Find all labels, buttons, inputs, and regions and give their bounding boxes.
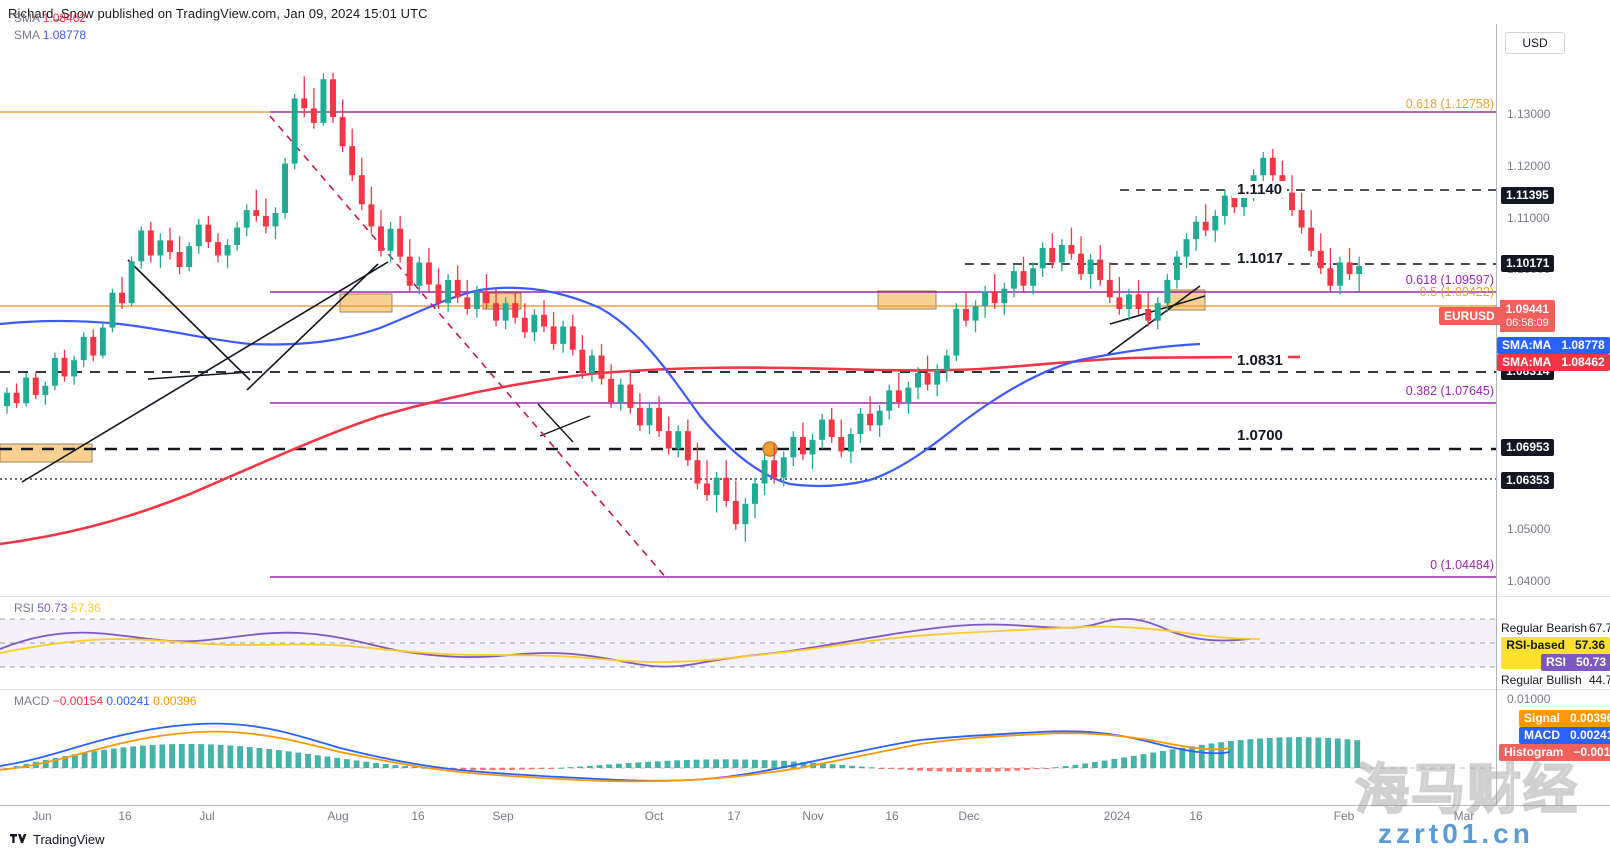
time-tick: Feb [1333,809,1355,823]
time-tick: 16 [118,809,132,823]
price-tag[interactable]: 1.11395 [1501,187,1554,204]
footer: TradingView [10,832,105,847]
macd-pane[interactable] [0,689,1496,804]
sma-ma-label: SMA:MA [1497,337,1557,354]
price-level-label: 1.0700 [1232,427,1288,444]
price-tick: 1.13000 [1507,107,1551,121]
legend-sma-blue: SMA 1.08778 [14,28,87,42]
price-tag[interactable]: 1.10171 [1501,255,1555,272]
rsi-bullish-value: 44.72 [1589,673,1610,687]
attribution-text: Richard_Snow published on TradingView.co… [8,6,428,21]
price-legend: SMA 1.08462 SMA 1.08778 [14,10,86,44]
time-tick: 2024 [1103,809,1131,823]
macd-value: 0.00241 [1565,727,1610,744]
sma-ma-value: 1.08778 [1556,337,1610,354]
rsi-legend: RSI 50.73 57.36 [14,601,101,615]
price-pane[interactable] [0,24,1496,594]
time-tick: Nov [802,809,824,823]
footer-brand: TradingView [33,832,105,847]
time-tick: Jun [32,809,52,823]
rsi-divergence-bullish: Regular Bullish 44.72 [1497,672,1610,688]
price-level-label: 1.1140 [1232,181,1288,198]
legend-sma-red: SMA 1.08462 [14,11,87,25]
signal-label: Signal [1519,710,1566,727]
macd-axis-tick: 0.01000 [1507,692,1551,706]
price-plot [0,72,1496,581]
time-tick: Dec [958,809,980,823]
price-tag[interactable]: 1.06953 [1501,439,1555,456]
time-tick: Oct [644,809,664,823]
time-tick: Aug [327,809,349,823]
time-tick: 17 [727,809,741,823]
symbol-price-tag[interactable]: EURUSD 1.09441 06:58:09 [1439,300,1556,332]
histogram-value: −0.00154 [1568,744,1610,761]
bar-countdown: 06:58:09 [1505,317,1549,329]
chart-frame: 1.130001.120001.110001.100001.090001.080… [0,24,1610,805]
time-tick: 16 [1189,809,1203,823]
currency-select[interactable]: USD [1505,32,1565,54]
rsi-label: RSI [1541,654,1572,671]
sma-ma-tag-blue[interactable]: SMA:MA 1.08778 [1497,337,1610,354]
price-axis[interactable]: 1.130001.120001.110001.100001.090001.080… [1439,24,1610,805]
fibonacci-label: 0.618 (1.12758) [1405,97,1494,111]
histogram-label: Histogram [1499,744,1569,761]
macd-label: MACD [1519,727,1565,744]
candlestick-series [4,72,1363,542]
time-tick: Sep [492,809,514,823]
fibonacci-label: 0 (1.04484) [1430,558,1494,572]
macd-line-tag[interactable]: MACD 0.00241 [1519,727,1610,744]
macd-histogram-tag[interactable]: Histogram −0.00154 [1499,744,1610,761]
macd-plot [0,722,1496,783]
rsi-plot [0,617,1496,668]
price-tick: 1.04000 [1507,574,1551,588]
macd-signal-tag[interactable]: Signal 0.00396 [1519,710,1610,727]
macd-legend: MACD −0.00154 0.00241 0.00396 [14,694,197,708]
rsi-divergence-bearish: Regular Bearish 67.78 [1497,620,1610,636]
fibonacci-label: 0.5 (1.09422) [1419,285,1494,299]
macd-histogram [4,737,1361,773]
time-tick: 16 [885,809,899,823]
time-tick: Jul [199,809,215,823]
signal-value: 0.00396 [1565,710,1610,727]
symbol-name: EURUSD [1439,307,1500,325]
fibonacci-label: 0.618 (1.09597) [1405,273,1494,287]
price-level-label: 1.0831 [1232,352,1288,369]
tradingview-logo-icon [10,833,27,843]
rsi-pane[interactable] [0,596,1496,688]
price-tick: 1.12000 [1507,159,1551,173]
time-tick: Mar [1453,809,1475,823]
price-tick: 1.05000 [1507,522,1551,536]
symbol-price: 1.09441 06:58:09 [1499,300,1556,332]
fibonacci-label: 0.382 (1.07645) [1405,384,1494,398]
price-level-label: 1.1017 [1232,250,1288,267]
rsi-tag[interactable]: RSI 50.73 [1541,654,1610,671]
time-axis[interactable]: Jun 16 Jul Aug 16 Sep Oct 17 Nov 16 Dec 2024 16 Feb Ma… [0,805,1610,827]
sma-ma-tag-red[interactable]: SMA:MA 1.08462 [1497,354,1610,371]
sma-ma-label: SMA:MA [1497,354,1557,371]
sma-ma-value: 1.08462 [1556,354,1610,371]
price-tick: 1.11000 [1507,211,1550,225]
price-tag[interactable]: 1.06353 [1501,472,1555,489]
rsi-bearish-value: 67.78 [1589,621,1610,635]
rsi-value: 50.73 [1571,654,1610,671]
time-tick: 16 [411,809,425,823]
